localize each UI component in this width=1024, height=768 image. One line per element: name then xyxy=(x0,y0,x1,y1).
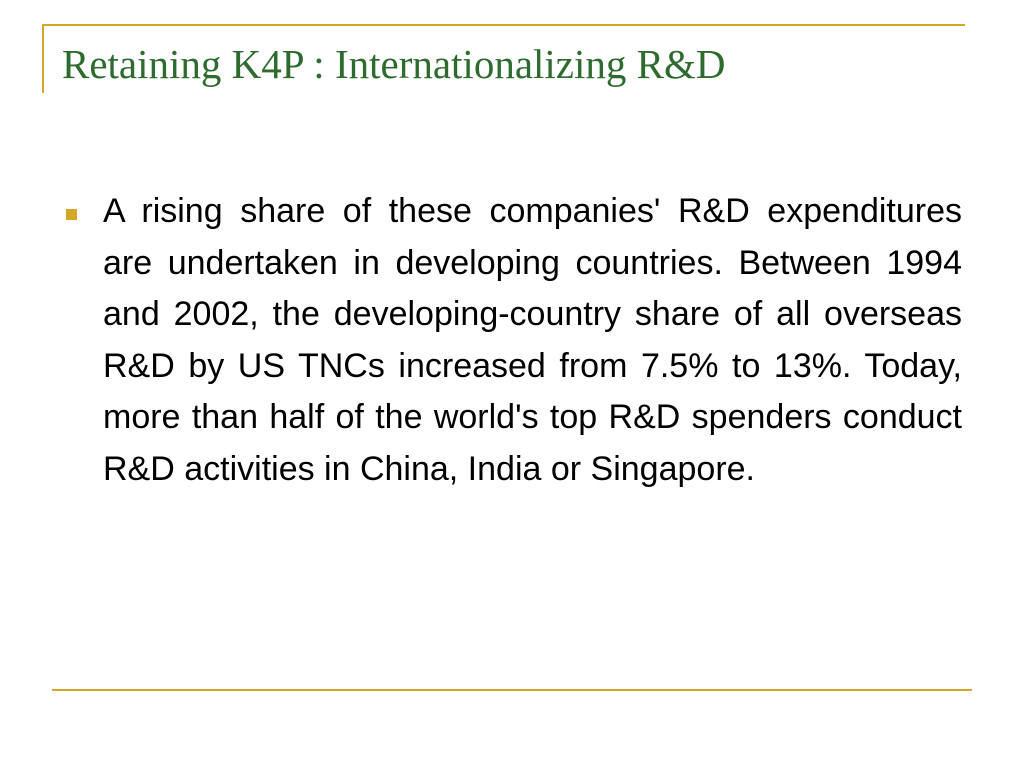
bullet-text: A rising share of these companies' R&D e… xyxy=(103,192,962,488)
top-rule xyxy=(42,24,965,26)
bullet-item: A rising share of these companies' R&D e… xyxy=(62,186,962,495)
bottom-rule xyxy=(52,689,972,691)
left-rule xyxy=(42,24,44,93)
bullet-marker xyxy=(66,209,77,220)
bullet-list: A rising share of these companies' R&D e… xyxy=(62,186,962,495)
slide-title: Retaining K4P : Internationalizing R&D xyxy=(62,41,726,87)
